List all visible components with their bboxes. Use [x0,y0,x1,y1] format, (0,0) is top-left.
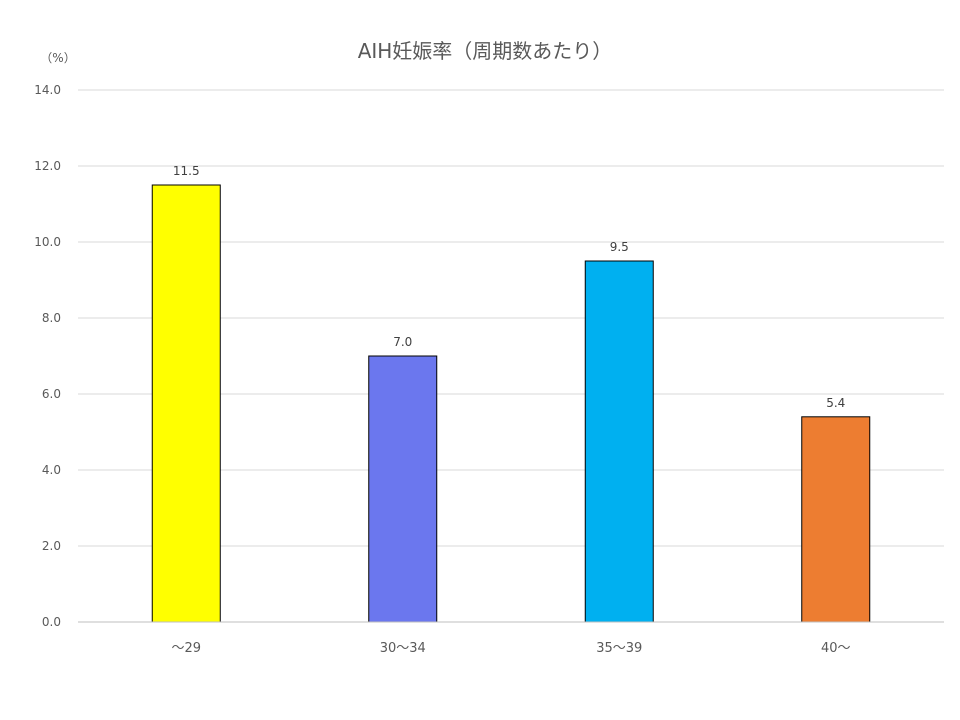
bar [151,184,221,623]
bar [368,355,438,623]
chart-title: AIH妊娠率（周期数あたり） [358,39,613,63]
x-category-label: 35～39 [596,641,642,656]
y-tick-label: 12.0 [34,159,61,173]
y-tick-label: 0.0 [42,615,61,629]
x-axis-categories: ～29 30～34 35～39 40～ [171,641,850,656]
y-tick-label: 4.0 [42,463,61,477]
y-tick-label: 2.0 [42,539,61,553]
bar [801,416,871,623]
y-axis-unit-label: （%） [40,51,75,65]
bars [151,184,871,623]
bar [584,260,654,623]
data-label: 5.4 [826,396,845,410]
y-tick-label: 6.0 [42,387,61,401]
gridlines [78,89,944,547]
y-tick-label: 8.0 [42,311,61,325]
x-category-label: 30～34 [380,641,426,656]
y-tick-label: 10.0 [34,235,61,249]
y-axis-ticks: 0.0 2.0 4.0 6.0 8.0 10.0 12.0 14.0 [34,83,61,629]
data-label: 7.0 [393,335,412,349]
data-label: 11.5 [173,164,200,178]
x-category-label: 40～ [821,641,851,656]
data-label: 9.5 [610,240,629,254]
x-category-label: ～29 [171,641,201,656]
data-labels: 11.5 7.0 9.5 5.4 [173,164,845,410]
y-tick-label: 14.0 [34,83,61,97]
